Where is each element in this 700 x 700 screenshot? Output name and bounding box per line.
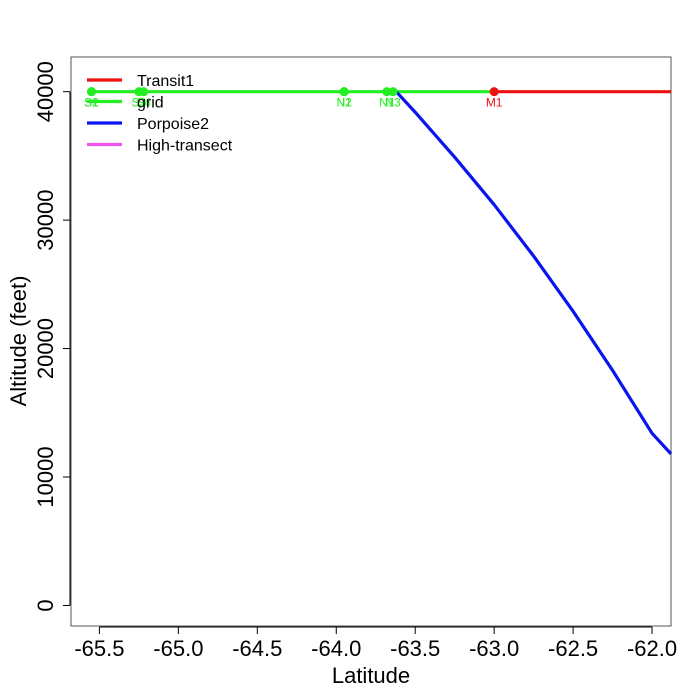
x-tick-label: -63.5 <box>390 636 440 661</box>
x-tick-label: -62.0 <box>627 636 677 661</box>
y-tick-label: 30000 <box>33 190 58 251</box>
x-axis-title: Latitude <box>332 663 410 688</box>
point-marker <box>382 87 392 97</box>
x-tick-label: -65.5 <box>74 636 124 661</box>
point-marker <box>339 87 349 97</box>
x-tick-label: -63.0 <box>469 636 519 661</box>
x-axis: -65.5 -65.0 -64.5 -64.0 -63.5 -63.0 -62.5 -62.0 <box>74 626 677 661</box>
point-label: N1 <box>379 96 395 110</box>
x-tick-label: -65.0 <box>153 636 203 661</box>
point-marker <box>489 87 499 97</box>
y-tick-label: 10000 <box>33 446 58 507</box>
legend: Transit1 grid Porpoise2 High-transect <box>87 73 233 155</box>
legend-label: Porpoise2 <box>137 116 209 133</box>
series-line-porpoise2 <box>395 90 673 455</box>
y-tick-label: 0 <box>33 599 58 611</box>
point-label: S3 <box>132 96 147 110</box>
x-tick-label: -64.0 <box>311 636 361 661</box>
point-marker <box>139 87 149 97</box>
point-label: N2 <box>336 96 352 110</box>
y-axis-title: Altitude (feet) <box>6 276 31 407</box>
legend-label: High-transect <box>137 138 233 155</box>
y-axis: 0 10000 20000 30000 40000 <box>33 61 71 612</box>
legend-label: grid <box>137 95 164 112</box>
point-label: S4 <box>136 96 151 110</box>
x-tick-label: -64.5 <box>232 636 282 661</box>
plot-frame <box>70 56 672 627</box>
y-tick-label: 20000 <box>33 318 58 379</box>
point-marker <box>388 87 398 97</box>
y-tick-label: 40000 <box>33 61 58 122</box>
x-tick-label: -62.5 <box>548 636 598 661</box>
point-label: N3 <box>385 96 401 110</box>
legend-label: Transit1 <box>137 73 194 90</box>
point-label: N1 <box>336 96 352 110</box>
point-marker <box>87 87 97 97</box>
point-label: M1 <box>486 96 503 110</box>
